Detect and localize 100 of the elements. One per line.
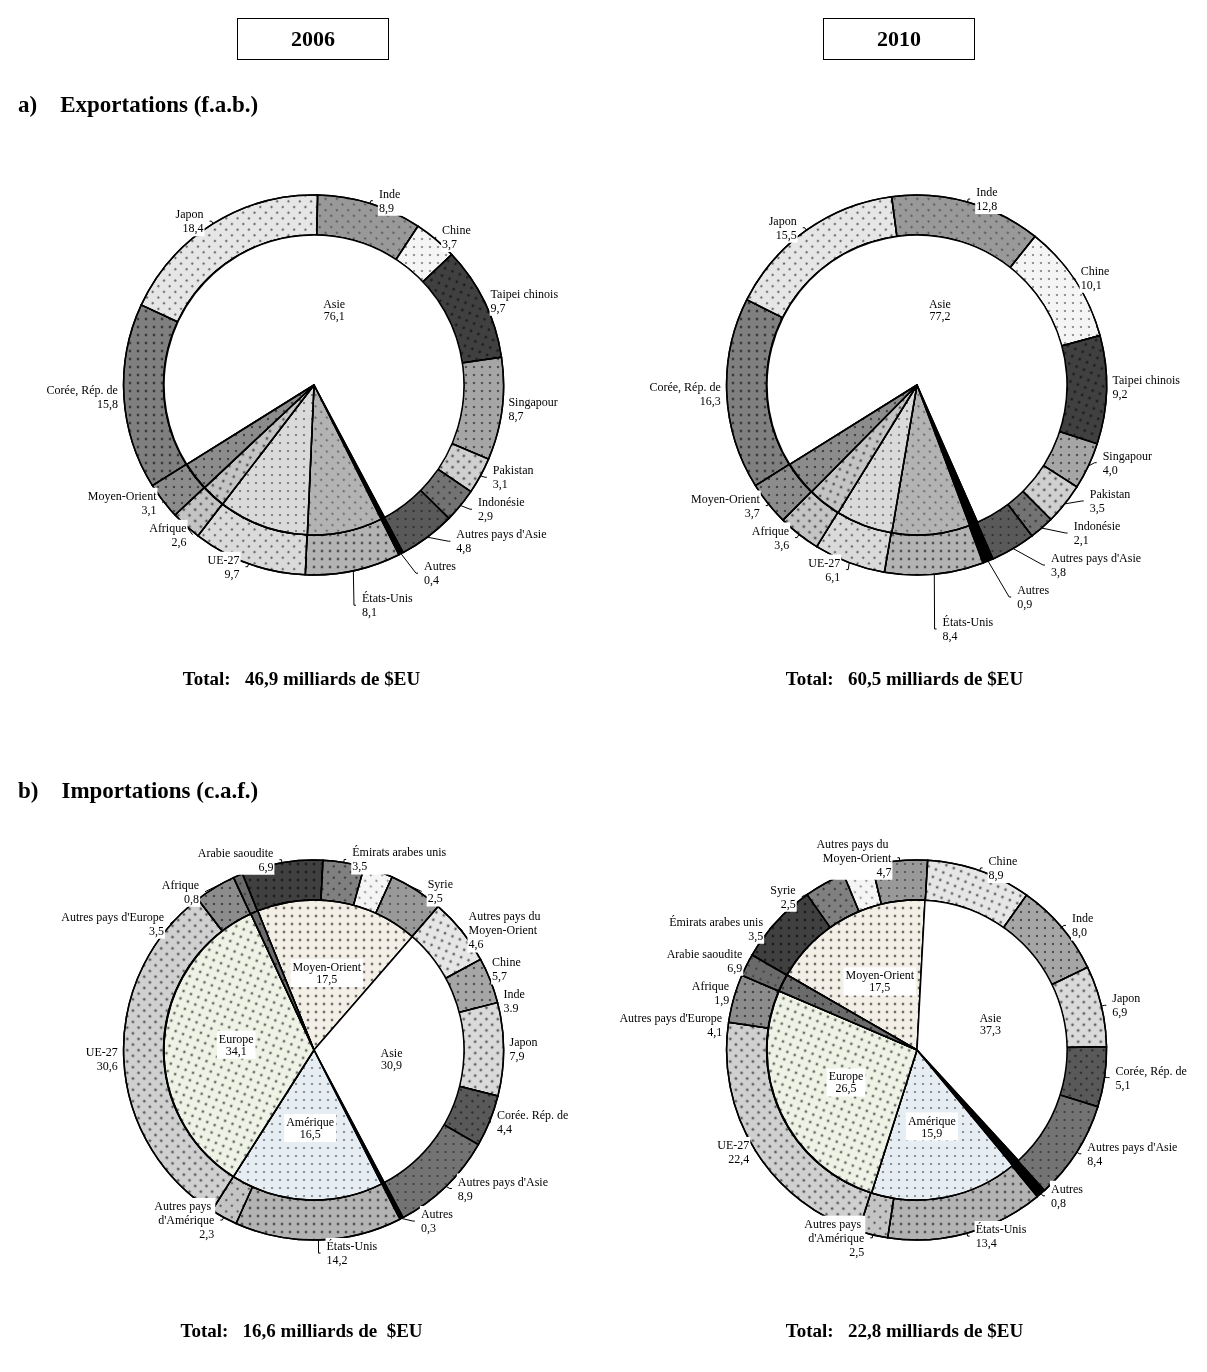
data-label: 34,1 — [225, 1043, 247, 1058]
data-label: 8,4 — [942, 629, 958, 643]
slice-label: Chine — [442, 223, 471, 238]
data-label: 3,1 — [492, 477, 508, 492]
data-label: 0,3 — [420, 1221, 436, 1236]
data-label: 30,9 — [380, 1057, 402, 1072]
data-label: 17,5 — [315, 972, 337, 987]
slice-label: Afrique — [691, 978, 730, 993]
slice-label: Corée, Rép. de — [46, 382, 118, 397]
data-label: 77,2 — [928, 309, 950, 324]
data-label: 7,9 — [509, 1049, 525, 1064]
slice-label: Syrie — [770, 882, 796, 897]
slice-label: Europe — [218, 1031, 254, 1046]
data-label: 8,9 — [988, 867, 1004, 882]
slice-label: États-Unis — [975, 1222, 1027, 1237]
data-label: 9,7 — [490, 300, 506, 315]
slice-label: Chine — [988, 853, 1018, 868]
slice-label: Autres — [1017, 583, 1050, 597]
data-label: 6,9 — [1112, 1005, 1128, 1020]
slice-label: Autres pays d'Amérique — [804, 1216, 865, 1245]
slice-label: Autres pays d'Asie — [1087, 1139, 1178, 1154]
slice-label: Asie — [978, 1010, 1001, 1025]
slice-label: Europe — [828, 1069, 863, 1084]
slice-label: Asie — [322, 296, 345, 311]
data-label: 5,1 — [1115, 1077, 1131, 1092]
slice-label: Moyen-Orient — [87, 488, 158, 503]
slice-label: UE-27 — [85, 1044, 118, 1059]
data-label: 18,4 — [182, 221, 204, 236]
slice-label: Moyen-Orient — [691, 491, 761, 506]
data-label: 8,7 — [508, 409, 524, 424]
slice-label: Pakistan — [1089, 487, 1131, 501]
data-label: 9,2 — [1112, 386, 1128, 401]
slice-label: Autres pays du Moyen-Orient — [468, 909, 544, 938]
slice-label: Amérique — [907, 1113, 956, 1128]
data-label: 0,8 — [1050, 1195, 1066, 1210]
slice-label: UE-27 — [808, 555, 841, 570]
slice-label: Chine — [492, 955, 521, 970]
data-label: 13,4 — [975, 1236, 997, 1251]
data-label: 0,8 — [184, 891, 200, 906]
slice-label: Émirats arabes unis — [669, 914, 764, 929]
data-label: 10,1 — [1080, 277, 1102, 292]
text: Total: 46,9 milliards de $EU — [181, 668, 422, 690]
slice-label: Autres pays d'Europe — [619, 1010, 723, 1025]
data-label: 4,8 — [456, 541, 472, 556]
slice-label: Taipei chinois — [490, 286, 559, 301]
slice-label: États-Unis — [361, 591, 413, 606]
slice-label: Amérique — [285, 1114, 334, 1129]
data-label: 4,6 — [468, 937, 484, 952]
slice-label: Arabie saoudite — [666, 946, 743, 961]
data-label: 15,9 — [920, 1125, 942, 1140]
data-label: 17,5 — [868, 980, 890, 995]
slice-label: Inde — [503, 987, 525, 1002]
slice-label: Pakistan — [492, 463, 534, 478]
slice-label: Japon — [509, 1035, 538, 1050]
slice-label: Afrique — [751, 523, 790, 538]
slice-label: Singapour — [508, 395, 558, 410]
text: Total: 60,5 milliards de $EU — [784, 668, 1025, 690]
slice-label: États-Unis — [942, 615, 994, 629]
slice-label: Japon — [175, 207, 204, 222]
slice-label: Afrique — [161, 877, 200, 892]
data-label: 3,5 — [1089, 501, 1105, 515]
data-label: 8,9 — [378, 200, 394, 215]
slice-label: États-Unis — [326, 1239, 378, 1254]
data-label: 76,1 — [323, 308, 345, 323]
data-label: 6,1 — [825, 569, 841, 584]
data-label: 3,5 — [748, 928, 764, 943]
data-label: 3,7 — [442, 237, 458, 252]
data-label: 3,5 — [352, 859, 368, 874]
slice-label: UE-27 — [717, 1138, 750, 1153]
slice-label: Singapour — [1102, 448, 1153, 463]
slice-label: Japon — [1112, 991, 1141, 1006]
data-label: 3.9 — [503, 1001, 519, 1016]
data-label: 8,4 — [1087, 1153, 1103, 1168]
slice-label: Japon — [768, 213, 797, 228]
slice-label: Autres pays d'Europe — [61, 909, 165, 924]
data-label: 9,7 — [224, 566, 240, 581]
slice-label: Moyen-Orient — [292, 960, 362, 975]
slice-label: Asie — [928, 297, 951, 312]
slice-label: Inde — [976, 185, 998, 200]
data-label: 2,6 — [171, 534, 187, 549]
slice-label: Inde — [1071, 911, 1094, 926]
slice-label: Corée, Rép. de — [649, 379, 721, 394]
slice-label: Taipei chinois — [1112, 372, 1181, 387]
data-label: 3,7 — [744, 505, 760, 520]
chart-subtitle: a) Exportations (f.a.b.) — [18, 92, 259, 118]
data-label: 6,9 — [258, 859, 274, 874]
data-label: 2,5 — [427, 891, 443, 906]
data-label: 3,6 — [774, 537, 790, 552]
data-label: 8,0 — [1071, 925, 1087, 940]
data-label: 4,0 — [1102, 462, 1118, 477]
slice-label: Inde — [378, 186, 401, 201]
slice-label: Indonésie — [1073, 519, 1121, 533]
chart-subtitle: b) Importations (c.a.f.) — [18, 778, 259, 804]
data-label: 2,5 — [849, 1244, 865, 1259]
slice-label: Syrie — [427, 877, 453, 892]
data-label: 15,8 — [96, 396, 118, 411]
slice-label: Moyen-Orient — [845, 968, 915, 983]
slice-label: UE-27 — [207, 552, 240, 567]
data-label: 3,8 — [1050, 565, 1066, 579]
data-label: 8,1 — [361, 605, 377, 620]
